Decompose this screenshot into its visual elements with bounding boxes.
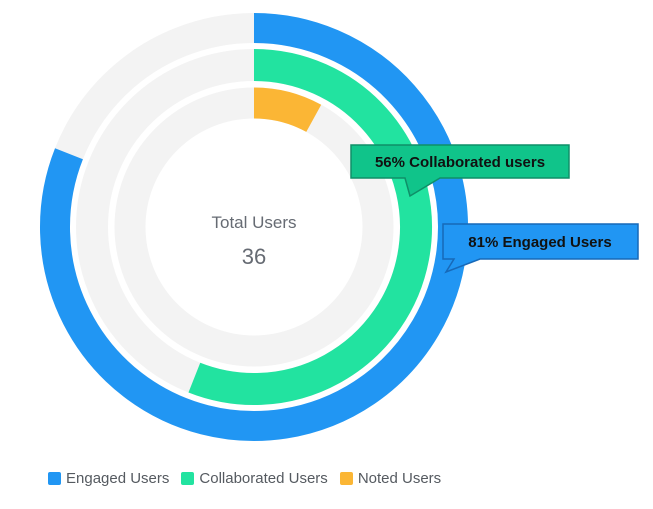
legend-label-engaged: Engaged Users (66, 470, 170, 487)
legend-item-noted[interactable]: Noted Users (339, 470, 442, 487)
callout-engaged: 81% Engaged Users (442, 223, 639, 274)
legend-item-collaborated[interactable]: Collaborated Users (181, 470, 328, 487)
center-label: Total Users (211, 213, 296, 232)
legend: Engaged Users Collaborated Users Noted U… (48, 470, 441, 487)
rings-group (40, 13, 468, 441)
callout-engaged-text: 81% Engaged Users (468, 234, 611, 251)
legend-item-engaged[interactable]: Engaged Users (48, 470, 169, 487)
center-value: 36 (242, 244, 266, 269)
legend-swatch-engaged (48, 472, 61, 485)
legend-label-noted: Noted Users (357, 470, 442, 487)
callout-collaborated-box (350, 144, 570, 198)
legend-swatch-collaborated (181, 472, 195, 485)
callout-engaged-box (442, 223, 639, 274)
callout-collaborated: 56% Collaborated users (350, 144, 570, 198)
legend-label-collaborated: Collaborated Users (199, 470, 328, 487)
callout-collaborated-text: 56% Collaborated users (375, 154, 545, 171)
ring-arc-noted-users[interactable] (253, 87, 322, 133)
ring-arc-engaged-users[interactable] (40, 13, 468, 441)
ring-arc-collaborated-users[interactable] (188, 49, 432, 405)
legend-swatch-noted (339, 472, 353, 485)
